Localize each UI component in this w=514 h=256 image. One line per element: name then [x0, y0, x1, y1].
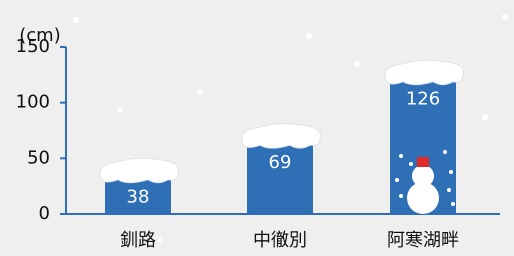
value-label: 126	[406, 89, 440, 110]
snow-dot	[409, 162, 413, 166]
bar	[247, 137, 313, 214]
value-label: 38	[127, 187, 150, 208]
x-tick-label: 阿寒湖畔	[387, 230, 459, 251]
y-tick-label: 0	[39, 203, 50, 224]
snow-dot	[395, 178, 399, 182]
snow-dot	[399, 194, 403, 198]
snow-dot	[447, 188, 451, 192]
snowman-hat	[417, 157, 429, 167]
snow-dot	[443, 150, 447, 154]
x-tick-label: 釧路	[120, 230, 156, 251]
chart: (cm) 05010015038釧路69中徹別126阿寒湖畔	[0, 0, 514, 256]
snow-dot	[449, 170, 453, 174]
value-label: 69	[269, 152, 292, 173]
snow-dot	[451, 202, 455, 206]
snow-dot	[399, 154, 403, 158]
y-tick-label: 100	[16, 92, 50, 113]
y-tick-label: 150	[16, 36, 50, 57]
snowman-head	[412, 165, 434, 187]
y-tick-label: 50	[27, 147, 50, 168]
x-tick-label: 中徹別	[253, 230, 307, 251]
